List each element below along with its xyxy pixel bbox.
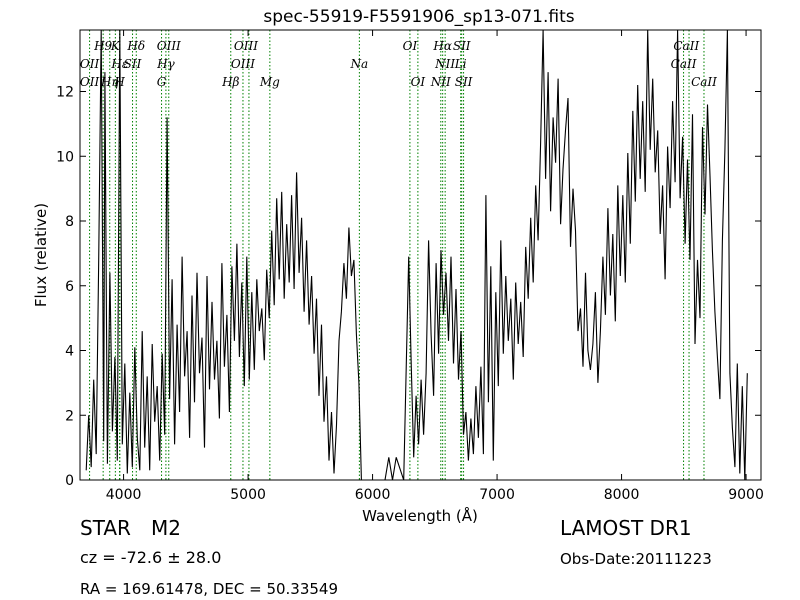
object-subclass-label: M2	[150, 516, 181, 540]
y-tick-label: 8	[65, 214, 74, 230]
line-label-h: Hα	[432, 39, 452, 53]
line-label-sii: SII	[453, 39, 471, 53]
y-axis-label: Flux (relative)	[32, 203, 50, 307]
line-label-mg: Mg	[259, 75, 280, 89]
y-tick-label: 0	[65, 473, 74, 489]
spectrum-series-line	[85, 30, 748, 480]
x-tick-label: 7000	[479, 487, 515, 503]
y-tick-label: 12	[56, 85, 74, 101]
y-tick-label: 4	[65, 344, 74, 360]
x-tick-label: 6000	[355, 487, 391, 503]
line-label-oi: OI	[411, 75, 426, 89]
chart-title: spec-55919-F5591906_sp13-071.fits	[263, 7, 574, 27]
observation-date: Obs-Date:20111223	[560, 550, 712, 568]
x-tick-label: 9000	[728, 487, 764, 503]
line-label-h: Hε	[110, 57, 128, 71]
object-class-label: STAR	[80, 516, 131, 540]
line-label-caii: CaII	[673, 39, 699, 53]
line-label-h9: H9	[93, 39, 112, 53]
y-axis-ticks: 0 2 4 6 8 10 12	[56, 85, 761, 489]
line-label-h: Hβ	[221, 75, 239, 89]
line-label-oiii: OIII	[234, 39, 258, 53]
line-label-oi: OI	[403, 39, 418, 53]
line-label-sii: SII	[124, 57, 142, 71]
line-label-nii: NII	[430, 75, 451, 89]
y-tick-label: 2	[65, 408, 74, 424]
y-tick-label: 6	[65, 279, 74, 295]
line-label-g: G	[157, 75, 167, 89]
line-label-oii: OII	[80, 57, 100, 71]
line-label-oiii: OIII	[157, 39, 181, 53]
line-label-h: H	[113, 75, 125, 89]
line-label-sii: SII	[455, 75, 473, 89]
line-label-caii: CaII	[691, 75, 717, 89]
survey-name: LAMOST DR1	[560, 516, 692, 540]
x-tick-label: 4000	[106, 487, 142, 503]
line-label-oiii: OIII	[231, 57, 255, 71]
line-label-h: Hγ	[156, 57, 175, 71]
coordinates-readout: RA = 169.61478, DEC = 50.33549	[80, 580, 339, 598]
object-class: STAR M2	[80, 516, 181, 540]
line-label-h: Hδ	[126, 39, 145, 53]
x-tick-label: 8000	[604, 487, 640, 503]
x-axis-ticks: 4000 5000 6000 7000 8000 9000	[106, 30, 764, 503]
plot-area	[85, 30, 748, 480]
line-label-caii: CaII	[671, 57, 697, 71]
x-tick-label: 5000	[230, 487, 266, 503]
line-label-h: Hη	[100, 75, 119, 89]
line-label-li: Li	[454, 57, 467, 71]
line-label-k: K	[110, 39, 121, 53]
line-label-oii: OII	[80, 75, 100, 89]
line-label-na: Na	[350, 57, 369, 71]
y-tick-label: 10	[56, 149, 74, 165]
redshift-readout: cz = -72.6 ± 28.0	[80, 548, 222, 567]
x-axis-label: Wavelength (Å)	[362, 506, 478, 525]
plot-frame	[79, 29, 762, 481]
line-label-nii: NII	[434, 57, 455, 71]
